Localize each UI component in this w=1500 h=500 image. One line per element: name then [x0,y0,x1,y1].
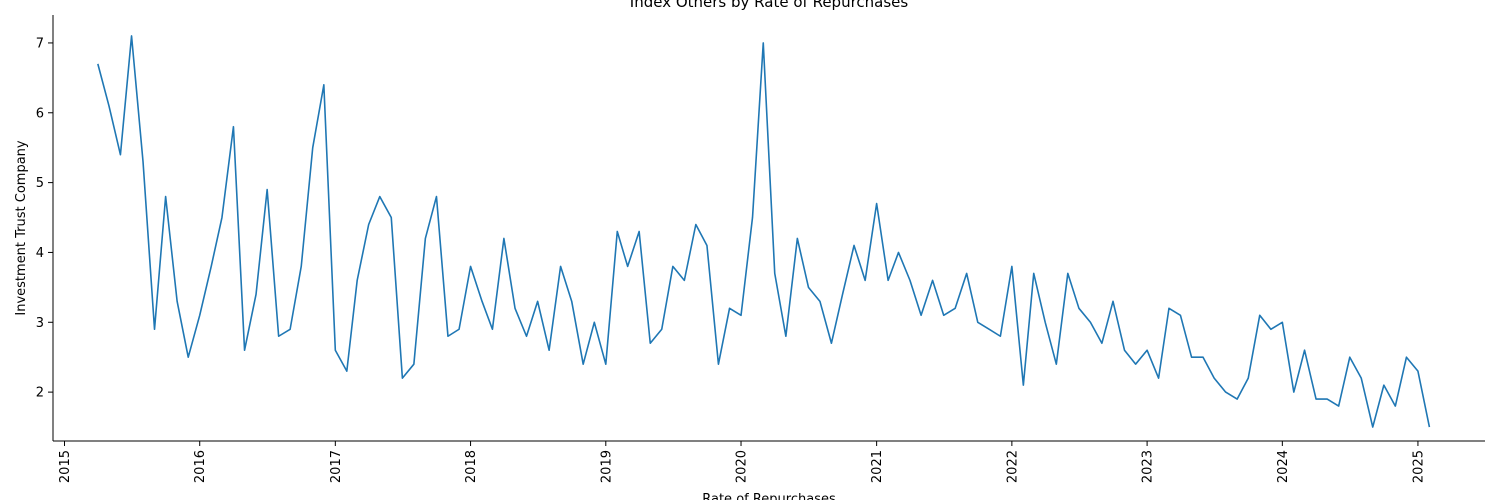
plot-area [52,15,1485,442]
y-tick-label: 7 [36,36,44,51]
y-tick-label: 4 [36,246,44,261]
x-tick-label: 2025 [1411,450,1426,483]
x-tick-label: 2021 [870,450,885,483]
y-axis-title: Investment Trust Company [14,140,29,316]
series-line [97,35,1431,428]
x-tick-label: 2016 [193,450,208,483]
y-tick-label: 3 [36,316,44,331]
x-tick-label: 2023 [1141,450,1156,483]
y-ticks: 2 3 4 5 6 7 [36,36,53,401]
chart-title: Index Others by Rate of Repurchases [630,0,909,11]
x-tick-label: 2015 [58,450,73,483]
y-tick-label: 6 [36,106,44,121]
x-tick-label: 2018 [464,450,479,483]
x-ticks: 2015 2016 2017 2018 2019 2020 2021 2022 2023 2024… [58,441,1426,483]
x-tick-label: 2022 [1005,450,1020,483]
x-tick-label: 2024 [1276,450,1291,483]
x-axis-title: Rate of Repurchases [702,492,836,500]
y-tick-label: 5 [36,176,44,191]
x-tick-label: 2020 [735,450,750,483]
x-tick-label: 2019 [599,450,614,483]
y-tick-label: 2 [36,386,44,401]
x-tick-label: 2017 [329,450,344,483]
